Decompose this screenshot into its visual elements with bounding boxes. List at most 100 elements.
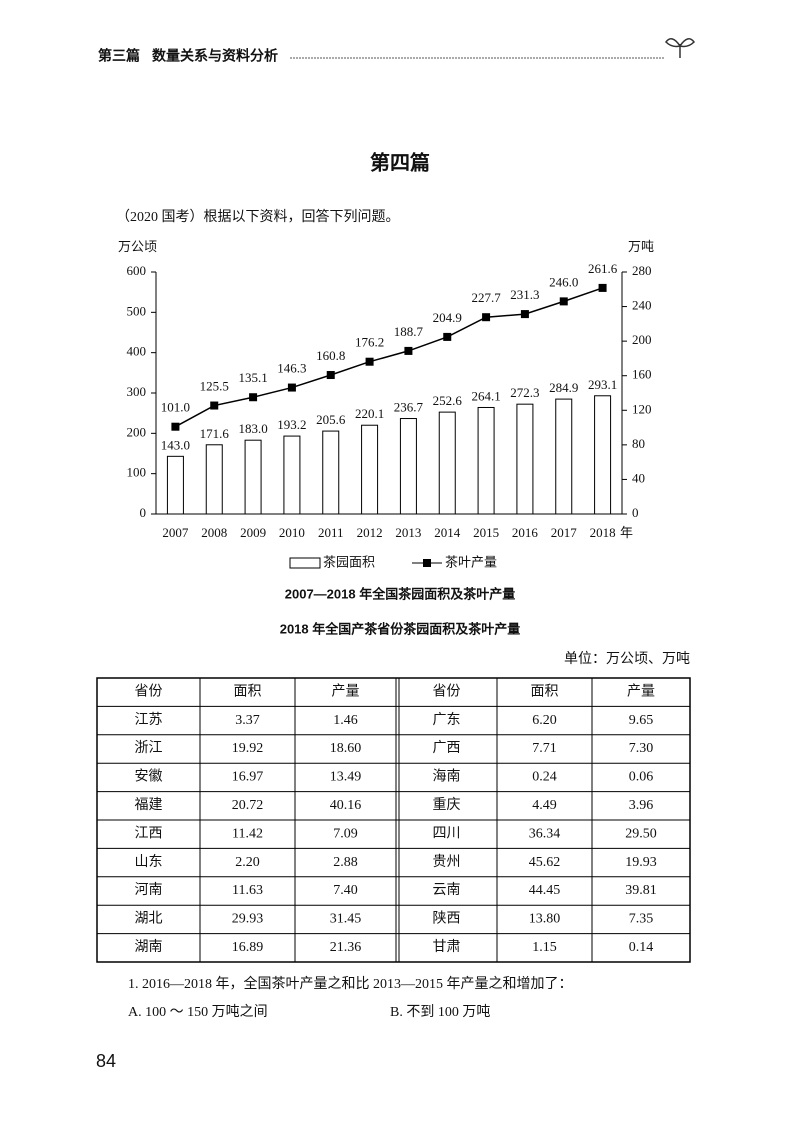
x-tick-label: 2013: [395, 525, 421, 540]
table-cell: 45.62: [529, 855, 561, 870]
line: [175, 287, 603, 428]
table-cell: 19.92: [232, 741, 264, 756]
header-title: 数量关系与资料分析: [152, 48, 278, 64]
y2-axis-label: 万吨: [628, 239, 654, 254]
table-cell: 广西: [433, 740, 461, 756]
y2-tick-label: 280: [632, 263, 652, 278]
bar: [205, 444, 223, 515]
line-value-label: 188.7: [394, 324, 424, 339]
table-cell: 0.06: [629, 770, 654, 785]
table-cell: 河南: [135, 882, 163, 898]
x-axis-label: 年: [620, 525, 633, 540]
question-stem: 1. 2016—2018 年，全国茶叶产量之和比 2013—2015 年产量之和…: [128, 975, 573, 992]
y-tick-label: 0: [140, 505, 147, 520]
y2-tick-label: 80: [632, 436, 645, 451]
option: A. 100 ～ 150 万吨之间: [128, 1004, 268, 1020]
bar: [399, 418, 417, 515]
table-cell: 20.72: [232, 798, 264, 813]
table-unit: 单位：万公顷、万吨: [564, 651, 690, 667]
bar-value-label: 272.3: [510, 385, 539, 400]
marker: [520, 310, 529, 319]
bar: [594, 395, 612, 515]
y2-tick-label: 240: [632, 298, 652, 313]
y-axis-label: 万公顷: [118, 239, 157, 254]
line-value-label: 160.8: [316, 348, 345, 363]
x-tick-label: 2008: [201, 525, 227, 540]
table-cell: 产量: [627, 683, 655, 699]
legend-swatch: [289, 557, 321, 569]
bar: [477, 406, 495, 515]
bar-value-label: 143.0: [161, 437, 190, 452]
y-tick-label: 200: [127, 424, 147, 439]
y-tick-label: 500: [127, 303, 147, 318]
marker: [404, 346, 413, 355]
table-cell: 四川: [433, 826, 461, 841]
legend-label: 茶园面积: [323, 554, 375, 569]
table-cell: 13.80: [529, 912, 561, 927]
x-tick-label: 2007: [162, 525, 189, 540]
line-value-label: 231.3: [510, 287, 539, 302]
bar-value-label: 264.1: [471, 388, 500, 403]
table-cell: 21.36: [330, 940, 362, 955]
line-value-label: 176.2: [355, 335, 384, 350]
y2-tick-label: 40: [632, 470, 645, 485]
line-value-label: 204.9: [433, 310, 462, 325]
intro: （2020 国考）根据以下资料，回答下列问题。: [116, 208, 400, 225]
table-cell: 1.15: [532, 940, 557, 955]
table-cell: 海南: [433, 769, 461, 785]
line-value-label: 101.0: [161, 400, 190, 415]
marker: [249, 393, 258, 402]
bar-value-label: 284.9: [549, 380, 578, 395]
x-tick-label: 2014: [434, 525, 461, 540]
marker: [326, 371, 335, 380]
bar: [166, 455, 184, 515]
table-cell: 重庆: [433, 797, 461, 813]
table-cell: 11.42: [232, 826, 263, 841]
table-cell: 面积: [531, 683, 559, 699]
chart-title: 2007—2018 年全国茶园面积及茶叶产量: [285, 586, 515, 601]
table-cell: 面积: [234, 683, 262, 699]
table-cell: 29.50: [625, 826, 657, 841]
table-cell: 3.37: [235, 713, 260, 728]
marker: [482, 313, 491, 322]
table-cell: 甘肃: [433, 939, 461, 955]
bar-value-label: 171.6: [200, 426, 230, 441]
y-tick-label: 400: [127, 344, 147, 359]
line-value-label: 227.7: [471, 290, 501, 305]
table-cell: 山东: [135, 854, 163, 870]
line-value-label: 261.6: [588, 261, 618, 276]
table-cell: 浙江: [135, 740, 163, 756]
bar-value-label: 220.1: [355, 406, 384, 421]
table-cell: 16.97: [232, 770, 264, 785]
y2-tick-label: 0: [632, 505, 639, 520]
table-cell: 7.09: [333, 826, 358, 841]
y2-tick-label: 160: [632, 367, 652, 382]
marker: [443, 332, 452, 341]
bar-value-label: 252.6: [433, 393, 463, 408]
page-number: 84: [96, 1051, 116, 1071]
table-cell: 湖北: [135, 911, 163, 927]
bar: [244, 439, 262, 515]
table-cell: 18.60: [330, 741, 362, 756]
table-cell: 陕西: [433, 911, 461, 927]
y2-tick-label: 120: [632, 401, 652, 416]
table-cell: 7.40: [333, 883, 358, 898]
table-cell: 贵州: [433, 854, 461, 870]
table-cell: 7.35: [629, 912, 654, 927]
table-cell: 36.34: [529, 826, 561, 841]
table-cell: 16.89: [232, 940, 264, 955]
table-cell: 19.93: [625, 855, 657, 870]
x-tick-label: 2009: [240, 525, 266, 540]
table-cell: 省份: [135, 683, 163, 699]
bar: [361, 424, 379, 515]
y-tick-label: 300: [127, 384, 147, 399]
table-cell: 省份: [433, 683, 461, 699]
x-tick-label: 2016: [512, 525, 539, 540]
table-cell: 安徽: [135, 769, 163, 785]
table-cell: 6.20: [532, 713, 557, 728]
table-cell: 39.81: [625, 883, 657, 898]
table-cell: 2.20: [235, 855, 260, 870]
table-cell: 31.45: [330, 912, 362, 927]
table-cell: 44.45: [529, 883, 561, 898]
